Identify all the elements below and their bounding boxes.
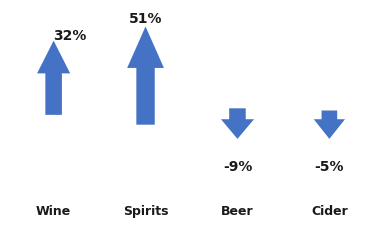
Text: -5%: -5% [314,160,344,174]
Polygon shape [221,108,254,139]
Text: Spirits: Spirits [123,206,168,219]
Text: -9%: -9% [223,160,252,174]
Text: 32%: 32% [54,29,87,43]
Text: Wine: Wine [36,206,71,219]
Polygon shape [314,110,345,139]
Polygon shape [37,41,70,115]
Text: 51%: 51% [129,12,162,26]
Polygon shape [127,27,164,125]
Text: Cider: Cider [311,206,348,219]
Text: Beer: Beer [221,206,254,219]
